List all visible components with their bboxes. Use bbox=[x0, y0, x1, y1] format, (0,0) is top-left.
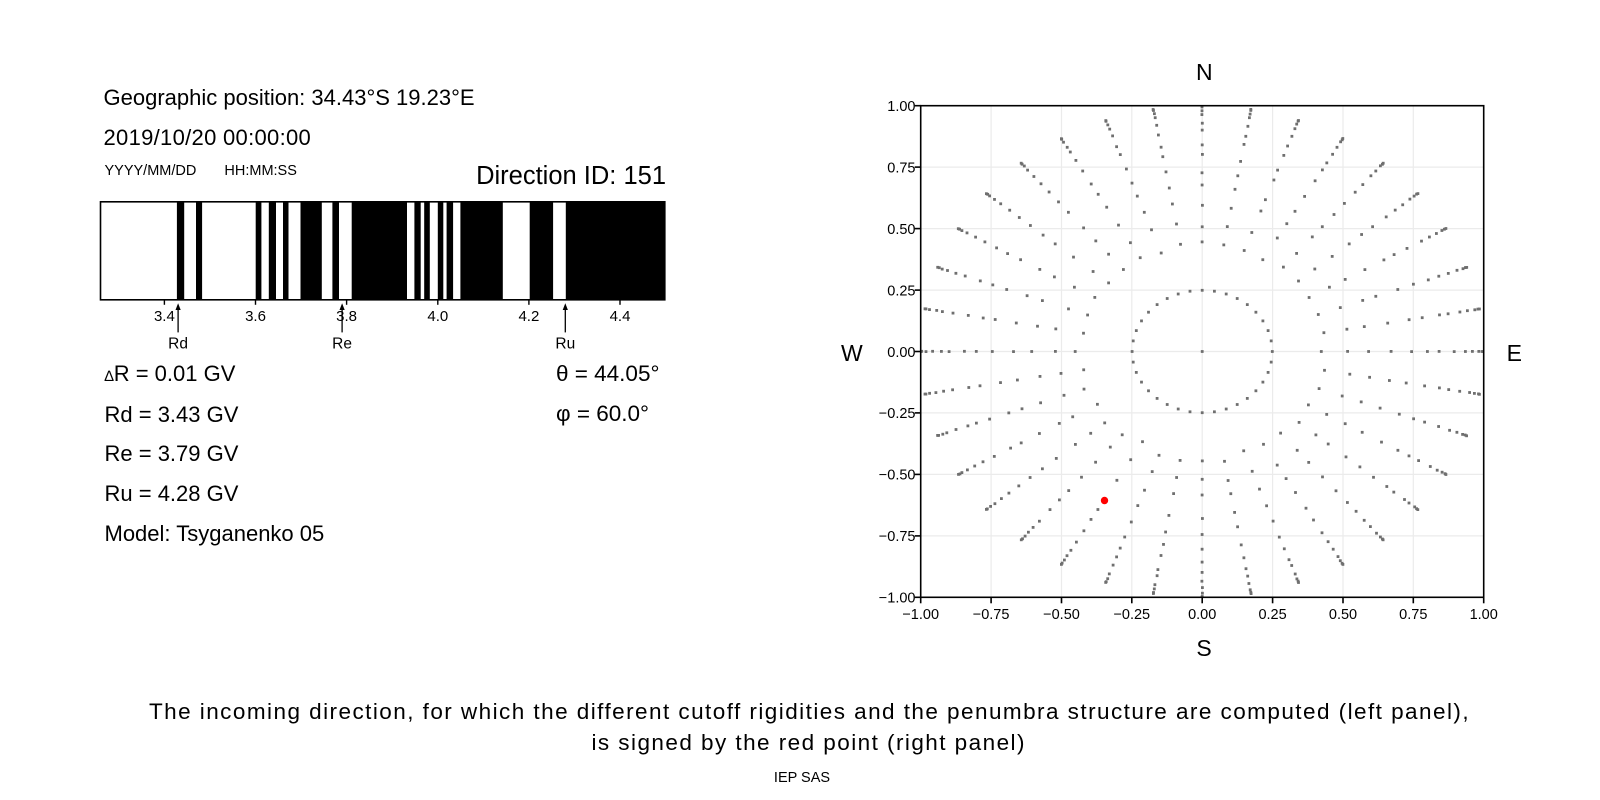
svg-text:−0.25: −0.25 bbox=[879, 406, 916, 422]
svg-text:0.25: 0.25 bbox=[887, 283, 915, 299]
svg-text:Rd: Rd bbox=[168, 336, 188, 353]
svg-text:−1.00: −1.00 bbox=[902, 607, 939, 623]
svg-text:−1.00: −1.00 bbox=[879, 591, 916, 607]
svg-text:4.0: 4.0 bbox=[427, 308, 448, 325]
svg-text:0.50: 0.50 bbox=[1329, 607, 1357, 623]
svg-text:0.75: 0.75 bbox=[1399, 607, 1427, 623]
svg-text:1.00: 1.00 bbox=[1470, 607, 1498, 623]
svg-text:0.25: 0.25 bbox=[1258, 607, 1286, 623]
svg-text:0.00: 0.00 bbox=[887, 345, 915, 361]
svg-text:0.50: 0.50 bbox=[887, 222, 915, 238]
svg-text:0.75: 0.75 bbox=[887, 160, 915, 176]
svg-text:−0.75: −0.75 bbox=[973, 607, 1010, 623]
svg-text:−0.25: −0.25 bbox=[1113, 607, 1150, 623]
svg-text:−0.50: −0.50 bbox=[1043, 607, 1080, 623]
svg-text:3.8: 3.8 bbox=[336, 308, 357, 325]
svg-text:−0.50: −0.50 bbox=[879, 468, 916, 484]
svg-text:3.4: 3.4 bbox=[154, 308, 175, 325]
svg-text:4.2: 4.2 bbox=[518, 308, 539, 325]
svg-text:−0.75: −0.75 bbox=[879, 529, 916, 545]
svg-text:Re: Re bbox=[332, 336, 352, 353]
svg-text:4.4: 4.4 bbox=[610, 308, 631, 325]
svg-text:3.6: 3.6 bbox=[245, 308, 266, 325]
svg-text:1.00: 1.00 bbox=[887, 99, 915, 115]
svg-text:0.00: 0.00 bbox=[1188, 607, 1216, 623]
svg-text:Ru: Ru bbox=[555, 336, 575, 353]
